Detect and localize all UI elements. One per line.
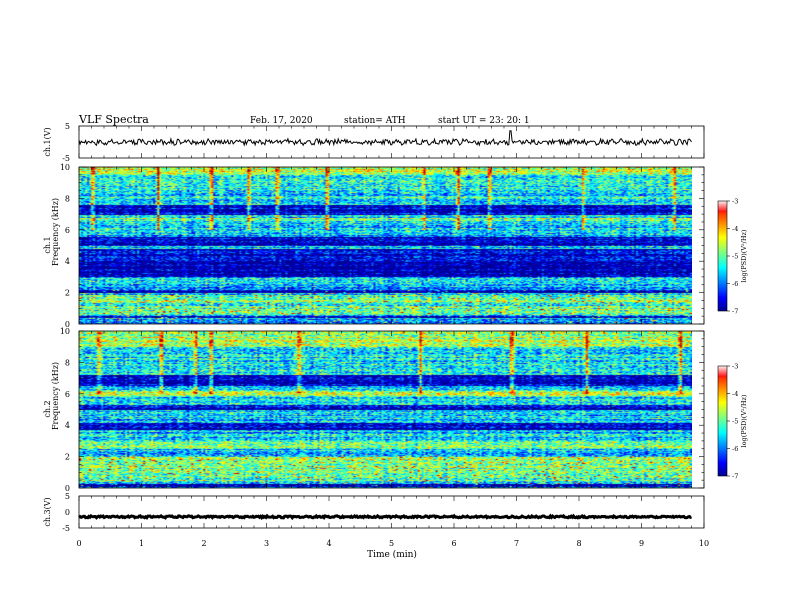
time-tick-label: 9 (639, 539, 644, 548)
frequency-tick-label: 4 (65, 421, 70, 430)
ch1-spectrogram-channel-label: ch.1 (43, 236, 52, 253)
ch2-colorbar-label: log(PSD)(V²/Hz) (740, 394, 748, 447)
ch3-waveform-line (78, 513, 693, 521)
ch1-spectrogram-ticks (78, 166, 705, 325)
ch1-spectrogram-ylabel: Frequency (kHz) (51, 198, 60, 266)
frequency-tick-label: 0 (65, 320, 70, 329)
ch2-spectrogram-ylabel: Frequency (kHz) (51, 362, 60, 430)
time-axis-tick-labels: 0 1 2 3 4 5 6 7 8 9 10 (76, 539, 709, 548)
time-tick-label: 6 (451, 539, 456, 548)
colorbar-tick-label: -3 (732, 198, 738, 206)
ch1-colorbar-ticks: -3 -4 -5 -6 -7 (727, 198, 738, 316)
colorbar-tick-label: -3 (732, 363, 738, 371)
ch1-spectrogram-image (79, 167, 692, 324)
ch3-waveform-ylabel: ch.3(V) (43, 497, 52, 526)
time-tick-label: 4 (326, 539, 331, 548)
station-label: station= ATH (344, 116, 406, 126)
time-tick-label: 7 (514, 539, 519, 548)
ch2-colorbar-gradient (718, 366, 727, 476)
start-time-label: start UT = 23: 20: 1 (438, 116, 530, 126)
ch1-waveform-ticks (78, 126, 705, 158)
ch2-spectrogram-channel-label: ch.2 (43, 400, 52, 417)
ch1-frequency-tick-labels: 0 2 4 6 8 10 (60, 163, 70, 329)
frequency-tick-label: 2 (65, 289, 70, 298)
frequency-tick-label: 2 (65, 453, 70, 462)
colorbar-tick-label: -4 (732, 390, 738, 398)
colorbar-tick-label: -7 (732, 308, 738, 316)
ch1-waveform-line (78, 130, 692, 147)
ch1-ytick-top: 5 (65, 122, 70, 131)
frequency-tick-label: 6 (65, 226, 70, 235)
colorbar-tick-label: -6 (732, 280, 738, 288)
ch1-waveform-ylabel: ch.1(V) (43, 127, 52, 156)
colorbar-tick-label: -7 (732, 473, 738, 481)
frequency-tick-label: 10 (60, 327, 70, 336)
ch3-waveform-ticks (78, 496, 705, 528)
colorbar-tick-label: -5 (732, 418, 738, 426)
frequency-tick-label: 8 (65, 194, 70, 203)
time-tick-label: 3 (264, 539, 269, 548)
ch2-spectrogram-image (79, 331, 692, 488)
date-label: Feb. 17, 2020 (250, 116, 313, 126)
ch3-ytick-middle: 0 (65, 508, 70, 517)
time-tick-label: 0 (76, 539, 81, 548)
frequency-tick-label: 8 (65, 358, 70, 367)
ch2-frequency-tick-labels: 0 2 4 6 8 10 (60, 327, 70, 493)
colorbar-tick-label: -6 (732, 445, 738, 453)
time-tick-label: 10 (699, 539, 709, 548)
time-tick-label: 2 (201, 539, 206, 548)
time-axis-label: Time (min) (367, 549, 417, 560)
frequency-tick-label: 10 (60, 163, 70, 172)
ch2-colorbar-ticks: -3 -4 -5 -6 -7 (727, 363, 738, 481)
figure-title: VLF Spectra (78, 113, 149, 126)
time-tick-label: 1 (139, 539, 144, 548)
time-tick-label: 5 (389, 539, 394, 548)
ch3-waveform-frame (78, 495, 705, 529)
ch1-waveform-panel: 5 -5 ch.1(V) (43, 122, 705, 163)
colorbar-tick-label: -4 (732, 225, 738, 233)
colorbar-tick-label: -5 (732, 253, 738, 261)
ch3-ytick-bottom: -5 (62, 524, 70, 533)
time-tick-label: 8 (576, 539, 581, 548)
ch3-ytick-top: 5 (65, 492, 70, 501)
ch3-waveform-panel: 5 0 -5 ch.3(V) 0 1 2 3 4 5 6 7 8 9 10 Time (min) (43, 492, 709, 560)
ch1-ytick-bottom: -5 (62, 154, 70, 163)
ch1-colorbar-gradient (718, 201, 727, 311)
frequency-tick-label: 4 (65, 257, 70, 266)
frequency-tick-label: 6 (65, 390, 70, 399)
ch2-spectrogram-ticks (78, 330, 705, 489)
ch1-colorbar-label: log(PSD)(V²/Hz) (740, 229, 748, 282)
frequency-tick-label: 0 (65, 484, 70, 493)
